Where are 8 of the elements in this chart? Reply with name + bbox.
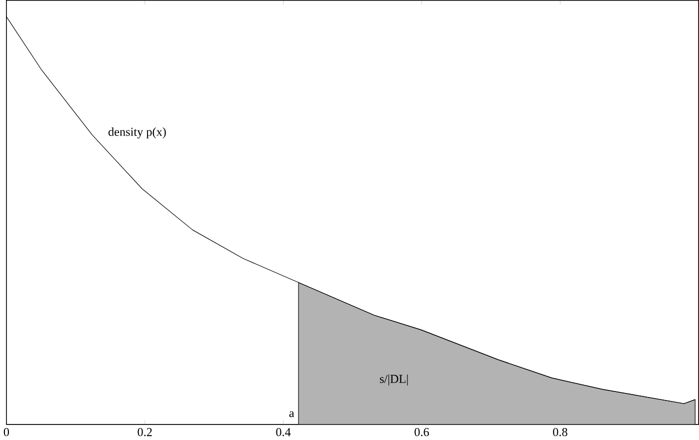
x-tick-label: 0.6 [414,428,429,436]
x-tick-label: 0.4 [276,428,291,436]
x-tick-label: 0.8 [553,428,568,436]
x-tick-label: 0 [4,428,9,436]
annotation: density p(x) [108,128,166,139]
annotation: a [289,412,294,418]
annotation: s/|DL| [380,374,408,386]
x-tick-label: 0.2 [138,428,152,436]
